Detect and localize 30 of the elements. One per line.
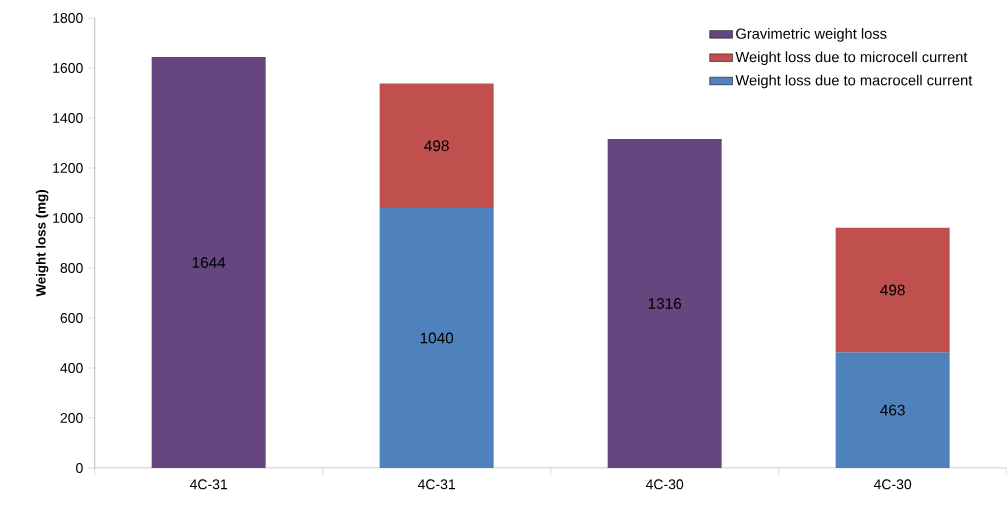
- bar: [835, 352, 950, 468]
- y-tick-label: 0: [76, 463, 83, 473]
- x-tick-label: 4C-30: [645, 479, 684, 490]
- data-label: 498: [880, 284, 905, 296]
- data-label: 498: [424, 140, 449, 152]
- data-label: 1316: [648, 298, 682, 309]
- y-tick-label: 400: [60, 363, 83, 373]
- x-tick-label: 4C-30: [873, 479, 912, 490]
- y-tick-label: 1400: [53, 113, 83, 123]
- y-tick-label: 1200: [53, 163, 83, 173]
- y-tick-label: 1800: [53, 13, 83, 23]
- legend-label: Weight loss due to microcell current: [735, 51, 968, 66]
- y-tick-label: 600: [60, 313, 83, 323]
- x-tick-label: 4C-31: [417, 479, 456, 490]
- y-tick-label: 800: [60, 263, 83, 273]
- y-tick-label: 1000: [53, 213, 83, 223]
- x-tick-label: 4C-31: [189, 479, 228, 490]
- bar: [835, 227, 950, 353]
- data-label: 1644: [192, 257, 226, 268]
- legend-label: Weight loss due to macrocell current: [735, 74, 973, 89]
- bar: [379, 207, 494, 468]
- data-label: 1040: [420, 332, 454, 344]
- data-label: 463: [880, 404, 905, 416]
- y-tick-label: 200: [60, 413, 83, 423]
- y-tick-label: 1600: [53, 63, 83, 73]
- legend-label: Gravimetric weight loss: [736, 28, 887, 42]
- bar: [607, 138, 722, 468]
- bar: [151, 56, 266, 468]
- y-axis-title: Weight loss (mg): [35, 190, 49, 297]
- bar: [379, 83, 494, 208]
